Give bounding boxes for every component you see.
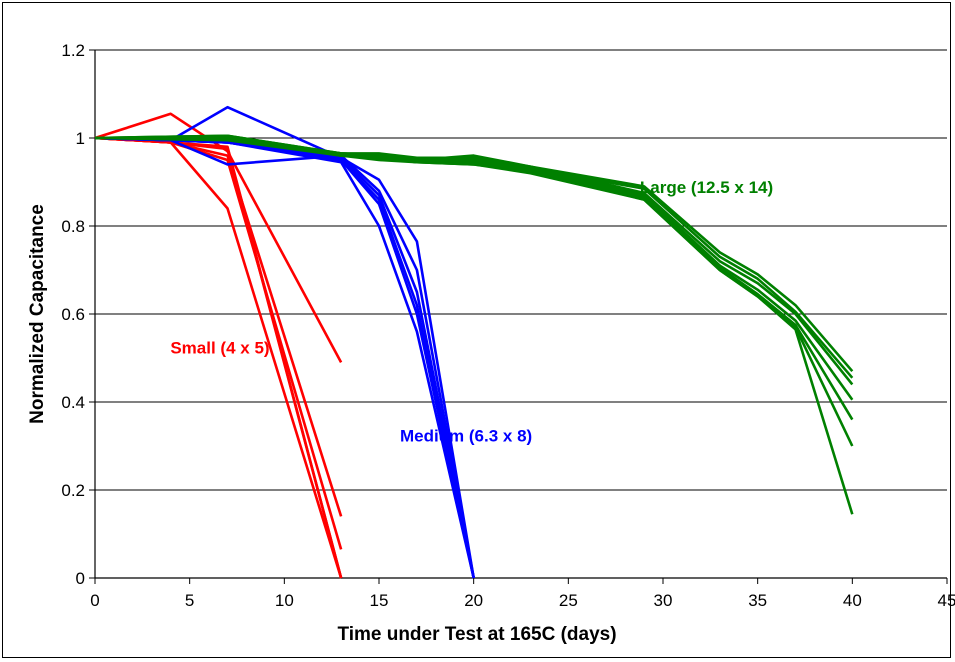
y-tick-labels: 0 0.2 0.4 0.6 0.8 1 1.2 [61,41,85,588]
axes [89,49,948,584]
series-group-2 [94,134,854,515]
series-line [94,136,343,579]
series-line [94,136,343,579]
y-tick-label: 0.8 [61,217,85,236]
series-lines [94,105,854,579]
x-tick-label: 25 [559,591,578,610]
series-label: Small (4 x 5) [170,339,269,358]
y-axis-title: Normalized Capacitance [27,204,48,424]
x-tick-labels: 0 5 10 15 20 25 30 35 40 45 [90,591,955,610]
x-tick-label: 35 [748,591,767,610]
x-tick-label: 5 [185,591,194,610]
series-line [95,136,854,386]
series-line [94,136,854,515]
x-tick-label: 40 [843,591,862,610]
series-group-1 [94,105,475,579]
series-line [94,112,343,364]
x-tick-label: 20 [464,591,483,610]
x-tick-label: 30 [654,591,673,610]
series-line [94,105,475,579]
series-line [94,136,343,579]
series-label: Medium (6.3 x 8) [400,427,532,446]
y-tick-label: 0.6 [61,305,85,324]
x-tick-label: 15 [370,591,389,610]
gridlines [95,49,947,491]
series-line [94,134,854,373]
y-tick-label: 1 [76,129,85,148]
series-label: Large (12.5 x 14) [640,178,773,197]
y-tick-label: 0.2 [61,481,85,500]
x-tick-label: 45 [938,591,955,610]
x-tick-label: 10 [275,591,294,610]
series-labels: Small (4 x 5) Medium (6.3 x 8) Large (12.5… [170,178,773,446]
y-tick-label: 1.2 [61,41,85,60]
x-axis-title: Time under Test at 165C (days) [337,624,616,645]
x-tick-label: 0 [90,591,99,610]
y-tick-label: 0.4 [61,393,85,412]
y-tick-label: 0 [76,569,85,588]
